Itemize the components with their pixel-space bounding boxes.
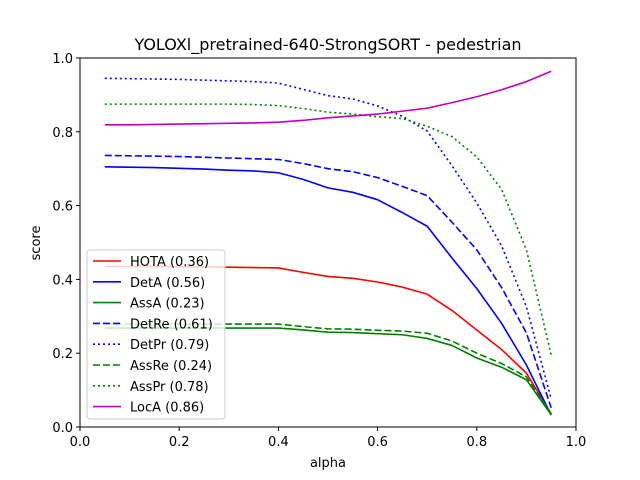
legend-label-6: AssRe (0.24): [130, 359, 212, 374]
x-tick-label: 0.6: [367, 435, 388, 450]
legend-label-4: DetRe (0.61): [130, 317, 213, 332]
x-tick-label: 0.0: [70, 435, 91, 450]
legend-label-8: LocA (0.86): [130, 401, 204, 416]
series-line-2: [104, 166, 552, 416]
x-axis-label: alpha: [310, 456, 346, 471]
y-tick-label: 0.4: [52, 273, 73, 288]
legend-label-1: HOTA (0.36): [130, 255, 209, 270]
y-tick-label: 0.6: [52, 200, 73, 215]
legend-label-7: AssPr (0.78): [130, 380, 209, 395]
y-tick-label: 0.8: [52, 126, 73, 141]
legend-label-5: DetPr (0.79): [130, 338, 209, 353]
legend-label-3: AssA (0.23): [130, 297, 205, 312]
series-line-4: [104, 154, 552, 409]
legend-box: [86, 249, 226, 420]
y-axis-label: score: [29, 226, 44, 261]
legend-label-2: DetA (0.56): [130, 276, 205, 291]
x-tick-label: 0.4: [268, 435, 289, 450]
x-tick-label: 0.8: [466, 435, 487, 450]
axes-frame: [79, 57, 577, 428]
axes: 0.0 0.2 0.4 0.6 0.8 1.0 0.0 0.2 0.4 0.6 0.8 1.0: [52, 52, 586, 450]
y-tick-label: 1.0: [52, 52, 73, 67]
y-tick-label: 0.2: [52, 347, 73, 362]
legend: HOTA (0.36) DetA (0.56) AssA (0.23) DetRe (…: [86, 249, 226, 420]
x-tick-label: 0.2: [169, 435, 190, 450]
series-line-8: [104, 70, 552, 126]
x-tick-label: 1.0: [566, 435, 587, 450]
y-tick-label: 0.0: [52, 421, 73, 436]
chart-title: YOLOXl_pretrained-640-StrongSORT - pedes…: [133, 35, 521, 55]
